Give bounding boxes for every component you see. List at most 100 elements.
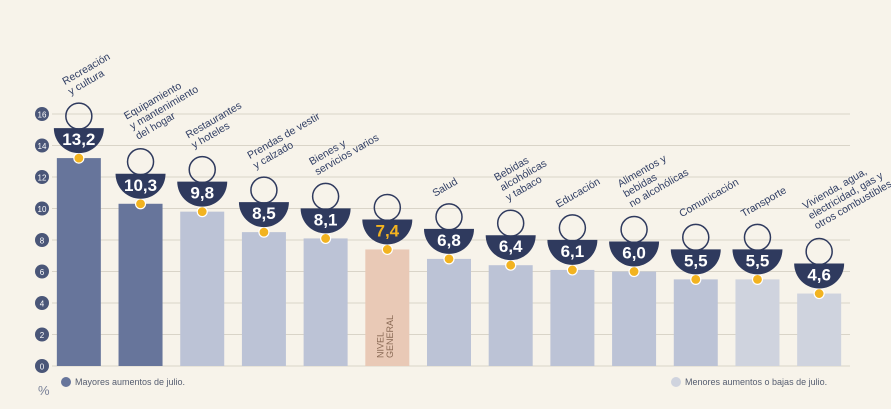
x-tick-label: Bienes yservicios varios bbox=[307, 122, 381, 178]
badge bbox=[670, 249, 721, 275]
x-tick-label: Bebidasalcohólicasy tabaco bbox=[492, 147, 555, 203]
tick-dot bbox=[35, 327, 49, 342]
icon bbox=[126, 148, 155, 176]
tick-dot bbox=[35, 296, 49, 310]
badge bbox=[794, 263, 845, 289]
y-tick-label: 10 bbox=[38, 205, 47, 214]
x-tick-label: Salud bbox=[431, 176, 460, 200]
value-label: 4,6 bbox=[807, 266, 831, 285]
bar bbox=[118, 203, 163, 366]
value-label: 9,8 bbox=[190, 184, 214, 203]
bar-dot bbox=[566, 264, 578, 276]
bar bbox=[56, 158, 101, 366]
badge bbox=[485, 235, 536, 261]
bar bbox=[735, 279, 780, 366]
value-label: 5,5 bbox=[746, 251, 770, 270]
value-label: 6,8 bbox=[437, 231, 461, 250]
y-tick-label: 16 bbox=[38, 111, 47, 120]
tick-dot bbox=[35, 138, 49, 153]
x-tick-label: Educación bbox=[554, 176, 603, 211]
x-tick-label: Restaurantesy hoteles bbox=[184, 100, 250, 152]
bar-dot bbox=[443, 253, 455, 265]
badge bbox=[53, 128, 104, 154]
bar bbox=[303, 238, 348, 366]
icon bbox=[250, 176, 278, 204]
badge bbox=[177, 181, 228, 207]
bar bbox=[673, 279, 718, 366]
y-tick-label: 6 bbox=[40, 268, 45, 277]
x-tick-label: Vivienda, agua,electricidad, gas yotros … bbox=[801, 158, 891, 232]
x-tick-label: Recreacióny cultura bbox=[60, 51, 118, 98]
icon bbox=[805, 237, 833, 266]
bar-dot bbox=[320, 232, 332, 245]
bar-dot bbox=[690, 273, 702, 285]
bar-dot bbox=[751, 273, 764, 285]
tick-dot bbox=[35, 107, 49, 121]
badge bbox=[115, 173, 166, 199]
bar bbox=[241, 232, 286, 366]
badge bbox=[732, 249, 783, 275]
value-label: 6,0 bbox=[622, 244, 646, 263]
bar bbox=[365, 249, 410, 366]
tick-dot bbox=[35, 170, 49, 184]
bar-dot bbox=[505, 259, 517, 271]
badge bbox=[424, 228, 474, 254]
general-label: NIVELGENERAL bbox=[375, 315, 395, 358]
badge bbox=[300, 208, 351, 234]
bar-dot bbox=[258, 226, 270, 238]
bar bbox=[797, 293, 842, 366]
y-tick-label: 0 bbox=[40, 363, 45, 372]
x-tick-label: Transporte bbox=[739, 184, 789, 220]
bar-dot bbox=[134, 198, 147, 210]
icon bbox=[620, 215, 648, 244]
badge bbox=[609, 241, 660, 267]
icon bbox=[65, 102, 93, 130]
value-label: 7,4 bbox=[375, 221, 399, 240]
icon bbox=[435, 203, 463, 231]
bar-dot bbox=[196, 206, 208, 218]
tick-dot bbox=[35, 233, 49, 247]
bar-dot bbox=[381, 243, 393, 256]
icon bbox=[311, 182, 340, 211]
icon bbox=[373, 193, 402, 222]
tick-dot bbox=[35, 201, 49, 216]
bar bbox=[488, 265, 533, 366]
icon bbox=[496, 209, 525, 237]
tick-dot bbox=[35, 359, 49, 373]
badge bbox=[547, 239, 598, 265]
value-label: 5,5 bbox=[684, 251, 708, 270]
value-label: 10,3 bbox=[124, 176, 157, 195]
value-label: 6,1 bbox=[561, 242, 585, 261]
value-label: 6,4 bbox=[499, 237, 523, 256]
icon bbox=[558, 214, 587, 242]
bar bbox=[550, 269, 595, 366]
x-tick-label: Alimentos ybebidasno alcohólicas bbox=[616, 146, 691, 210]
y-tick-label: 4 bbox=[40, 300, 45, 309]
y-tick-label: 12 bbox=[38, 174, 47, 183]
bar bbox=[612, 271, 657, 366]
y-tick-label: 8 bbox=[40, 237, 45, 246]
tick-dot bbox=[35, 264, 49, 279]
value-label: 13,2 bbox=[62, 130, 95, 149]
value-label: 8,1 bbox=[314, 210, 338, 229]
bar-dot bbox=[628, 265, 640, 278]
x-tick-label: Comunicación bbox=[677, 176, 741, 220]
y-tick-label: 14 bbox=[38, 142, 47, 151]
legend-label: Menores aumentos o bajas de julio. bbox=[685, 377, 827, 387]
icon bbox=[188, 155, 216, 184]
icon bbox=[743, 223, 772, 252]
bar-dot bbox=[73, 152, 85, 164]
badge bbox=[238, 202, 289, 228]
bar-dot bbox=[813, 287, 825, 300]
y-unit: % bbox=[38, 383, 50, 398]
badge bbox=[362, 219, 413, 245]
bar bbox=[427, 258, 471, 366]
value-label: 8,5 bbox=[252, 204, 276, 223]
legend-label: Mayores aumentos de julio. bbox=[75, 377, 185, 387]
legend-swatch bbox=[61, 377, 71, 387]
legend-swatch bbox=[671, 377, 681, 387]
bar bbox=[180, 211, 225, 366]
icon bbox=[682, 223, 710, 252]
y-tick-label: 2 bbox=[40, 331, 45, 340]
